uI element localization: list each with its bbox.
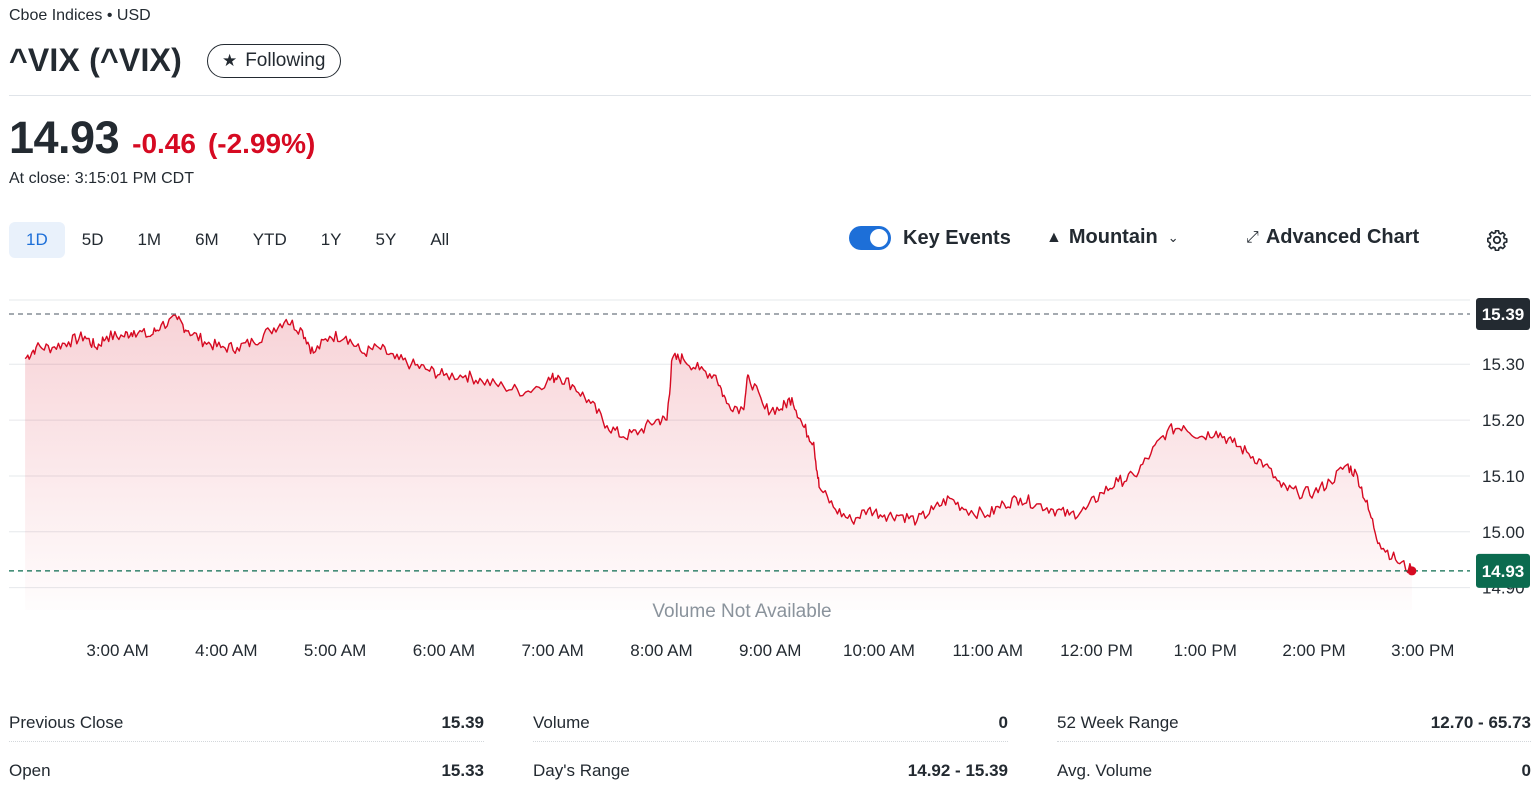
stat-label: Day's Range xyxy=(533,761,630,780)
last-price-dot xyxy=(1407,566,1417,576)
stat-value: 0 xyxy=(998,712,1008,732)
last-price: 14.93 xyxy=(9,112,120,163)
x-tick-label: 6:00 AM xyxy=(413,641,475,660)
x-tick-label: 4:00 AM xyxy=(195,641,257,660)
x-tick-label: 3:00 AM xyxy=(86,641,148,660)
key-events-control[interactable]: Key Events xyxy=(849,226,1011,250)
range-tab-5d[interactable]: 5D xyxy=(81,230,104,249)
following-button[interactable]: ★ Following xyxy=(206,43,342,78)
range-tab-1m[interactable]: 1M xyxy=(137,230,162,249)
price-line xyxy=(24,314,1413,574)
stat-previous-close: Previous Close 15.39 xyxy=(9,704,484,742)
stat-volume: Volume 0 xyxy=(533,704,1008,742)
stat-label: Previous Close xyxy=(9,712,124,732)
key-events-toggle[interactable] xyxy=(849,226,891,250)
advanced-chart-button[interactable]: ⤢ Advanced Chart xyxy=(1246,226,1419,249)
chevron-down-icon: ⌄ xyxy=(1167,229,1179,245)
stat-days-range: Day's Range 14.92 - 15.39 xyxy=(533,752,1008,788)
chart-type-label: Mountain xyxy=(1068,226,1158,248)
range-tab-ytd[interactable]: YTD xyxy=(252,230,287,249)
range-tabs: 1D 5D 1M 6M YTD 1Y 5Y All xyxy=(9,222,466,258)
y-tick-label: 15.30 xyxy=(1482,355,1525,374)
stat-open: Open 15.33 xyxy=(9,752,484,788)
stat-value: 14.92 - 15.39 xyxy=(907,761,1008,780)
stat-label: Open xyxy=(9,761,51,780)
following-label: Following xyxy=(245,49,326,71)
stat-label: 52 Week Range xyxy=(1057,712,1179,732)
stat-value: 15.33 xyxy=(441,761,484,780)
previous-close-badge-label: 15.39 xyxy=(1482,305,1525,324)
advanced-chart-label: Advanced Chart xyxy=(1265,226,1420,248)
quote-row: 14.93 -0.46 (-2.99%) xyxy=(9,112,315,164)
stat-52-week-range: 52 Week Range 12.70 - 65.73 xyxy=(1057,704,1531,742)
y-tick-label: 15.00 xyxy=(1482,523,1525,542)
previous-close-badge xyxy=(1476,297,1530,330)
x-tick-label: 5:00 AM xyxy=(304,641,366,660)
x-tick-label: 9:00 AM xyxy=(739,641,801,660)
stat-value: 12.70 - 65.73 xyxy=(1430,712,1531,732)
last-price-badge xyxy=(1476,553,1530,588)
price-change: -0.46 xyxy=(132,128,196,159)
x-tick-label: 10:00 AM xyxy=(843,641,915,660)
chart-type-dropdown[interactable]: ▲ Mountain ⌄ xyxy=(1046,226,1179,249)
range-tab-1y[interactable]: 1Y xyxy=(320,230,342,249)
close-time: At close: 3:15:01 PM CDT xyxy=(9,170,194,187)
stat-label: Volume xyxy=(533,712,590,732)
x-tick-label: 8:00 AM xyxy=(630,641,692,660)
stat-value: 15.39 xyxy=(441,712,484,732)
header-divider xyxy=(9,95,1531,96)
x-tick-label: 3:00 PM xyxy=(1391,641,1454,660)
gear-icon xyxy=(1487,230,1508,251)
title-row: ^VIX (^VIX) ★ Following xyxy=(9,42,342,79)
stat-label: Avg. Volume xyxy=(1057,761,1153,780)
x-tick-label: 11:00 AM xyxy=(952,641,1023,660)
mountain-icon: ▲ xyxy=(1046,228,1062,246)
x-tick-label: 12:00 PM xyxy=(1060,641,1133,660)
last-price-badge-label: 14.93 xyxy=(1482,562,1525,581)
star-icon: ★ xyxy=(221,50,238,70)
x-tick-label: 2:00 PM xyxy=(1282,641,1345,660)
exchange-label: Cboe Indices • USD xyxy=(9,7,151,24)
x-tick-label: 1:00 PM xyxy=(1174,641,1237,660)
x-tick-label: 7:00 AM xyxy=(521,641,583,660)
range-tab-all[interactable]: All xyxy=(430,230,450,249)
page-title: ^VIX (^VIX) xyxy=(9,42,182,78)
range-tab-6m[interactable]: 6M xyxy=(195,230,219,249)
price-chart[interactable]: 15.30 15.20 15.10 15.00 14.90 3:00 AM 4:00 AM 5… xyxy=(0,280,1535,680)
expand-icon: ⤢ xyxy=(1246,228,1259,246)
range-tab-5y[interactable]: 5Y xyxy=(375,230,397,249)
y-tick-label: 15.10 xyxy=(1482,467,1525,486)
key-events-label: Key Events xyxy=(903,226,1011,249)
area-fill xyxy=(25,315,1412,610)
range-tab-1d[interactable]: 1D xyxy=(9,222,65,258)
y-tick-label: 15.20 xyxy=(1482,411,1525,430)
price-change-percent: (-2.99%) xyxy=(207,128,316,159)
settings-button[interactable] xyxy=(1486,229,1508,251)
volume-not-available: Volume Not Available xyxy=(652,601,831,622)
stat-avg-volume: Avg. Volume 0 xyxy=(1057,752,1531,788)
stat-value: 0 xyxy=(1521,761,1531,780)
